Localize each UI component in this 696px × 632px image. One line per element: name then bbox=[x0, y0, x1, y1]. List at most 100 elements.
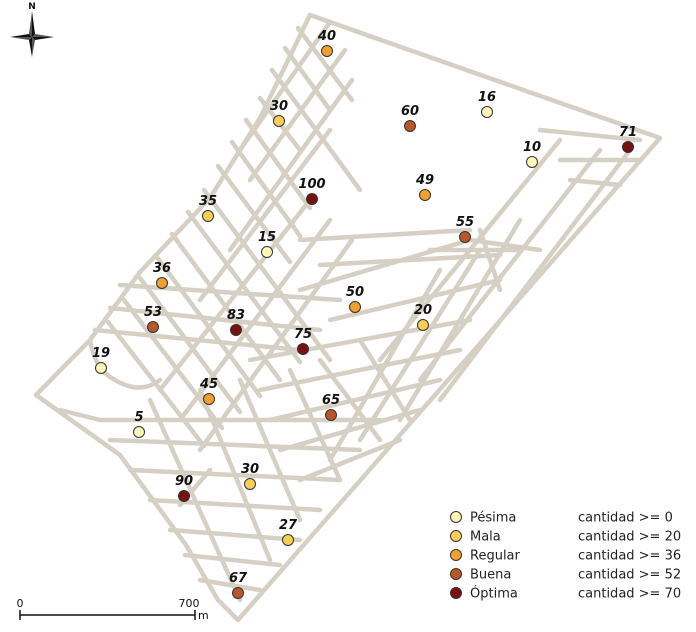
point-label: 45 bbox=[199, 377, 218, 392]
data-point: 27 bbox=[279, 518, 298, 546]
scale-unit-label: m bbox=[198, 609, 209, 622]
data-point: 15 bbox=[258, 230, 276, 258]
point-label: 30 bbox=[270, 99, 288, 114]
point-marker bbox=[459, 231, 471, 243]
point-label: 50 bbox=[346, 285, 364, 300]
data-point: 65 bbox=[322, 393, 340, 421]
district-boundary bbox=[33, 12, 663, 623]
legend-item: Mala cantidad >= 20 bbox=[450, 530, 681, 545]
data-point: 71 bbox=[619, 125, 637, 153]
data-point: 40 bbox=[317, 29, 336, 57]
point-label: 53 bbox=[144, 305, 162, 320]
point-marker bbox=[203, 393, 215, 405]
legend-swatch bbox=[450, 587, 462, 599]
data-point: 83 bbox=[227, 308, 245, 336]
street-network bbox=[33, 12, 663, 623]
data-point: 45 bbox=[199, 377, 218, 405]
point-marker bbox=[321, 45, 333, 57]
point-label: 19 bbox=[92, 346, 110, 361]
point-marker bbox=[481, 106, 493, 118]
point-marker bbox=[273, 115, 285, 127]
point-marker bbox=[95, 362, 107, 374]
legend-item: Regular cantidad >= 36 bbox=[450, 549, 681, 564]
data-point: 10 bbox=[523, 140, 541, 168]
data-point: 36 bbox=[153, 261, 171, 289]
scale-bar: 0 700 m bbox=[17, 597, 209, 622]
point-label: 83 bbox=[227, 308, 245, 323]
point-marker bbox=[178, 490, 190, 502]
point-marker bbox=[404, 120, 416, 132]
legend-class-name: Óptima bbox=[470, 586, 518, 602]
point-label: 15 bbox=[258, 230, 276, 245]
point-marker bbox=[244, 478, 256, 490]
point-marker bbox=[419, 189, 431, 201]
legend-class-rule: cantidad >= 0 bbox=[578, 511, 673, 526]
point-marker bbox=[417, 319, 429, 331]
legend-item: Óptima cantidad >= 70 bbox=[450, 586, 681, 602]
data-point: 30 bbox=[241, 462, 259, 490]
legend-class-rule: cantidad >= 52 bbox=[578, 568, 681, 583]
point-label: 5 bbox=[134, 410, 143, 425]
scale-start-label: 0 bbox=[17, 597, 24, 610]
north-arrow-icon: N bbox=[10, 2, 54, 57]
legend-class-rule: cantidad >= 70 bbox=[578, 587, 681, 602]
data-point: 49 bbox=[415, 173, 434, 201]
data-point: 50 bbox=[346, 285, 364, 313]
legend-item: Pésima cantidad >= 0 bbox=[450, 511, 673, 526]
data-point: 16 bbox=[478, 90, 496, 118]
point-marker bbox=[622, 141, 634, 153]
point-label: 90 bbox=[175, 474, 193, 489]
legend: Pésima cantidad >= 0 Mala cantidad >= 20 Reg… bbox=[450, 511, 681, 602]
data-point: 53 bbox=[144, 305, 162, 333]
point-marker bbox=[133, 426, 145, 438]
point-label: 10 bbox=[523, 140, 541, 155]
legend-swatch bbox=[450, 568, 462, 580]
legend-class-name: Regular bbox=[470, 549, 521, 564]
data-point: 20 bbox=[414, 303, 432, 331]
point-label: 27 bbox=[279, 518, 298, 533]
legend-item: Buena cantidad >= 52 bbox=[450, 568, 681, 583]
data-point: 5 bbox=[133, 410, 145, 438]
legend-swatch bbox=[450, 530, 462, 542]
north-label: N bbox=[28, 2, 36, 12]
point-label: 36 bbox=[153, 261, 171, 276]
point-label: 71 bbox=[619, 125, 637, 140]
point-label: 65 bbox=[322, 393, 340, 408]
point-label: 20 bbox=[414, 303, 432, 318]
legend-class-name: Buena bbox=[470, 568, 511, 583]
legend-swatch bbox=[450, 549, 462, 561]
point-label: 55 bbox=[456, 215, 474, 230]
point-marker bbox=[156, 277, 168, 289]
point-marker bbox=[261, 246, 273, 258]
point-label: 49 bbox=[415, 173, 434, 188]
legend-class-name: Mala bbox=[470, 530, 501, 545]
point-marker bbox=[325, 409, 337, 421]
scale-end-label: 700 bbox=[179, 597, 200, 610]
point-label: 30 bbox=[241, 462, 259, 477]
point-label: 60 bbox=[401, 104, 419, 119]
data-point: 60 bbox=[401, 104, 419, 132]
point-marker bbox=[282, 534, 294, 546]
data-point: 55 bbox=[456, 215, 474, 243]
point-label: 75 bbox=[294, 327, 312, 342]
point-label: 100 bbox=[298, 177, 325, 192]
data-point: 75 bbox=[294, 327, 312, 355]
data-point: 35 bbox=[199, 194, 217, 222]
point-label: 35 bbox=[199, 194, 217, 209]
point-label: 67 bbox=[229, 571, 248, 586]
point-marker bbox=[230, 324, 242, 336]
point-marker bbox=[232, 587, 244, 599]
legend-swatch bbox=[450, 511, 462, 523]
legend-class-rule: cantidad >= 20 bbox=[578, 530, 681, 545]
legend-class-rule: cantidad >= 36 bbox=[578, 549, 681, 564]
point-marker bbox=[349, 301, 361, 313]
point-marker bbox=[306, 193, 318, 205]
points-layer: 40 30 60 16 10 71 100 49 35 15 55 36 50 20 53 83 75 19 45 6… bbox=[92, 29, 637, 599]
data-point: 90 bbox=[175, 474, 193, 502]
point-label: 40 bbox=[317, 29, 336, 44]
data-point: 67 bbox=[229, 571, 248, 599]
point-label: 16 bbox=[478, 90, 496, 105]
point-marker bbox=[147, 321, 159, 333]
point-marker bbox=[297, 343, 309, 355]
